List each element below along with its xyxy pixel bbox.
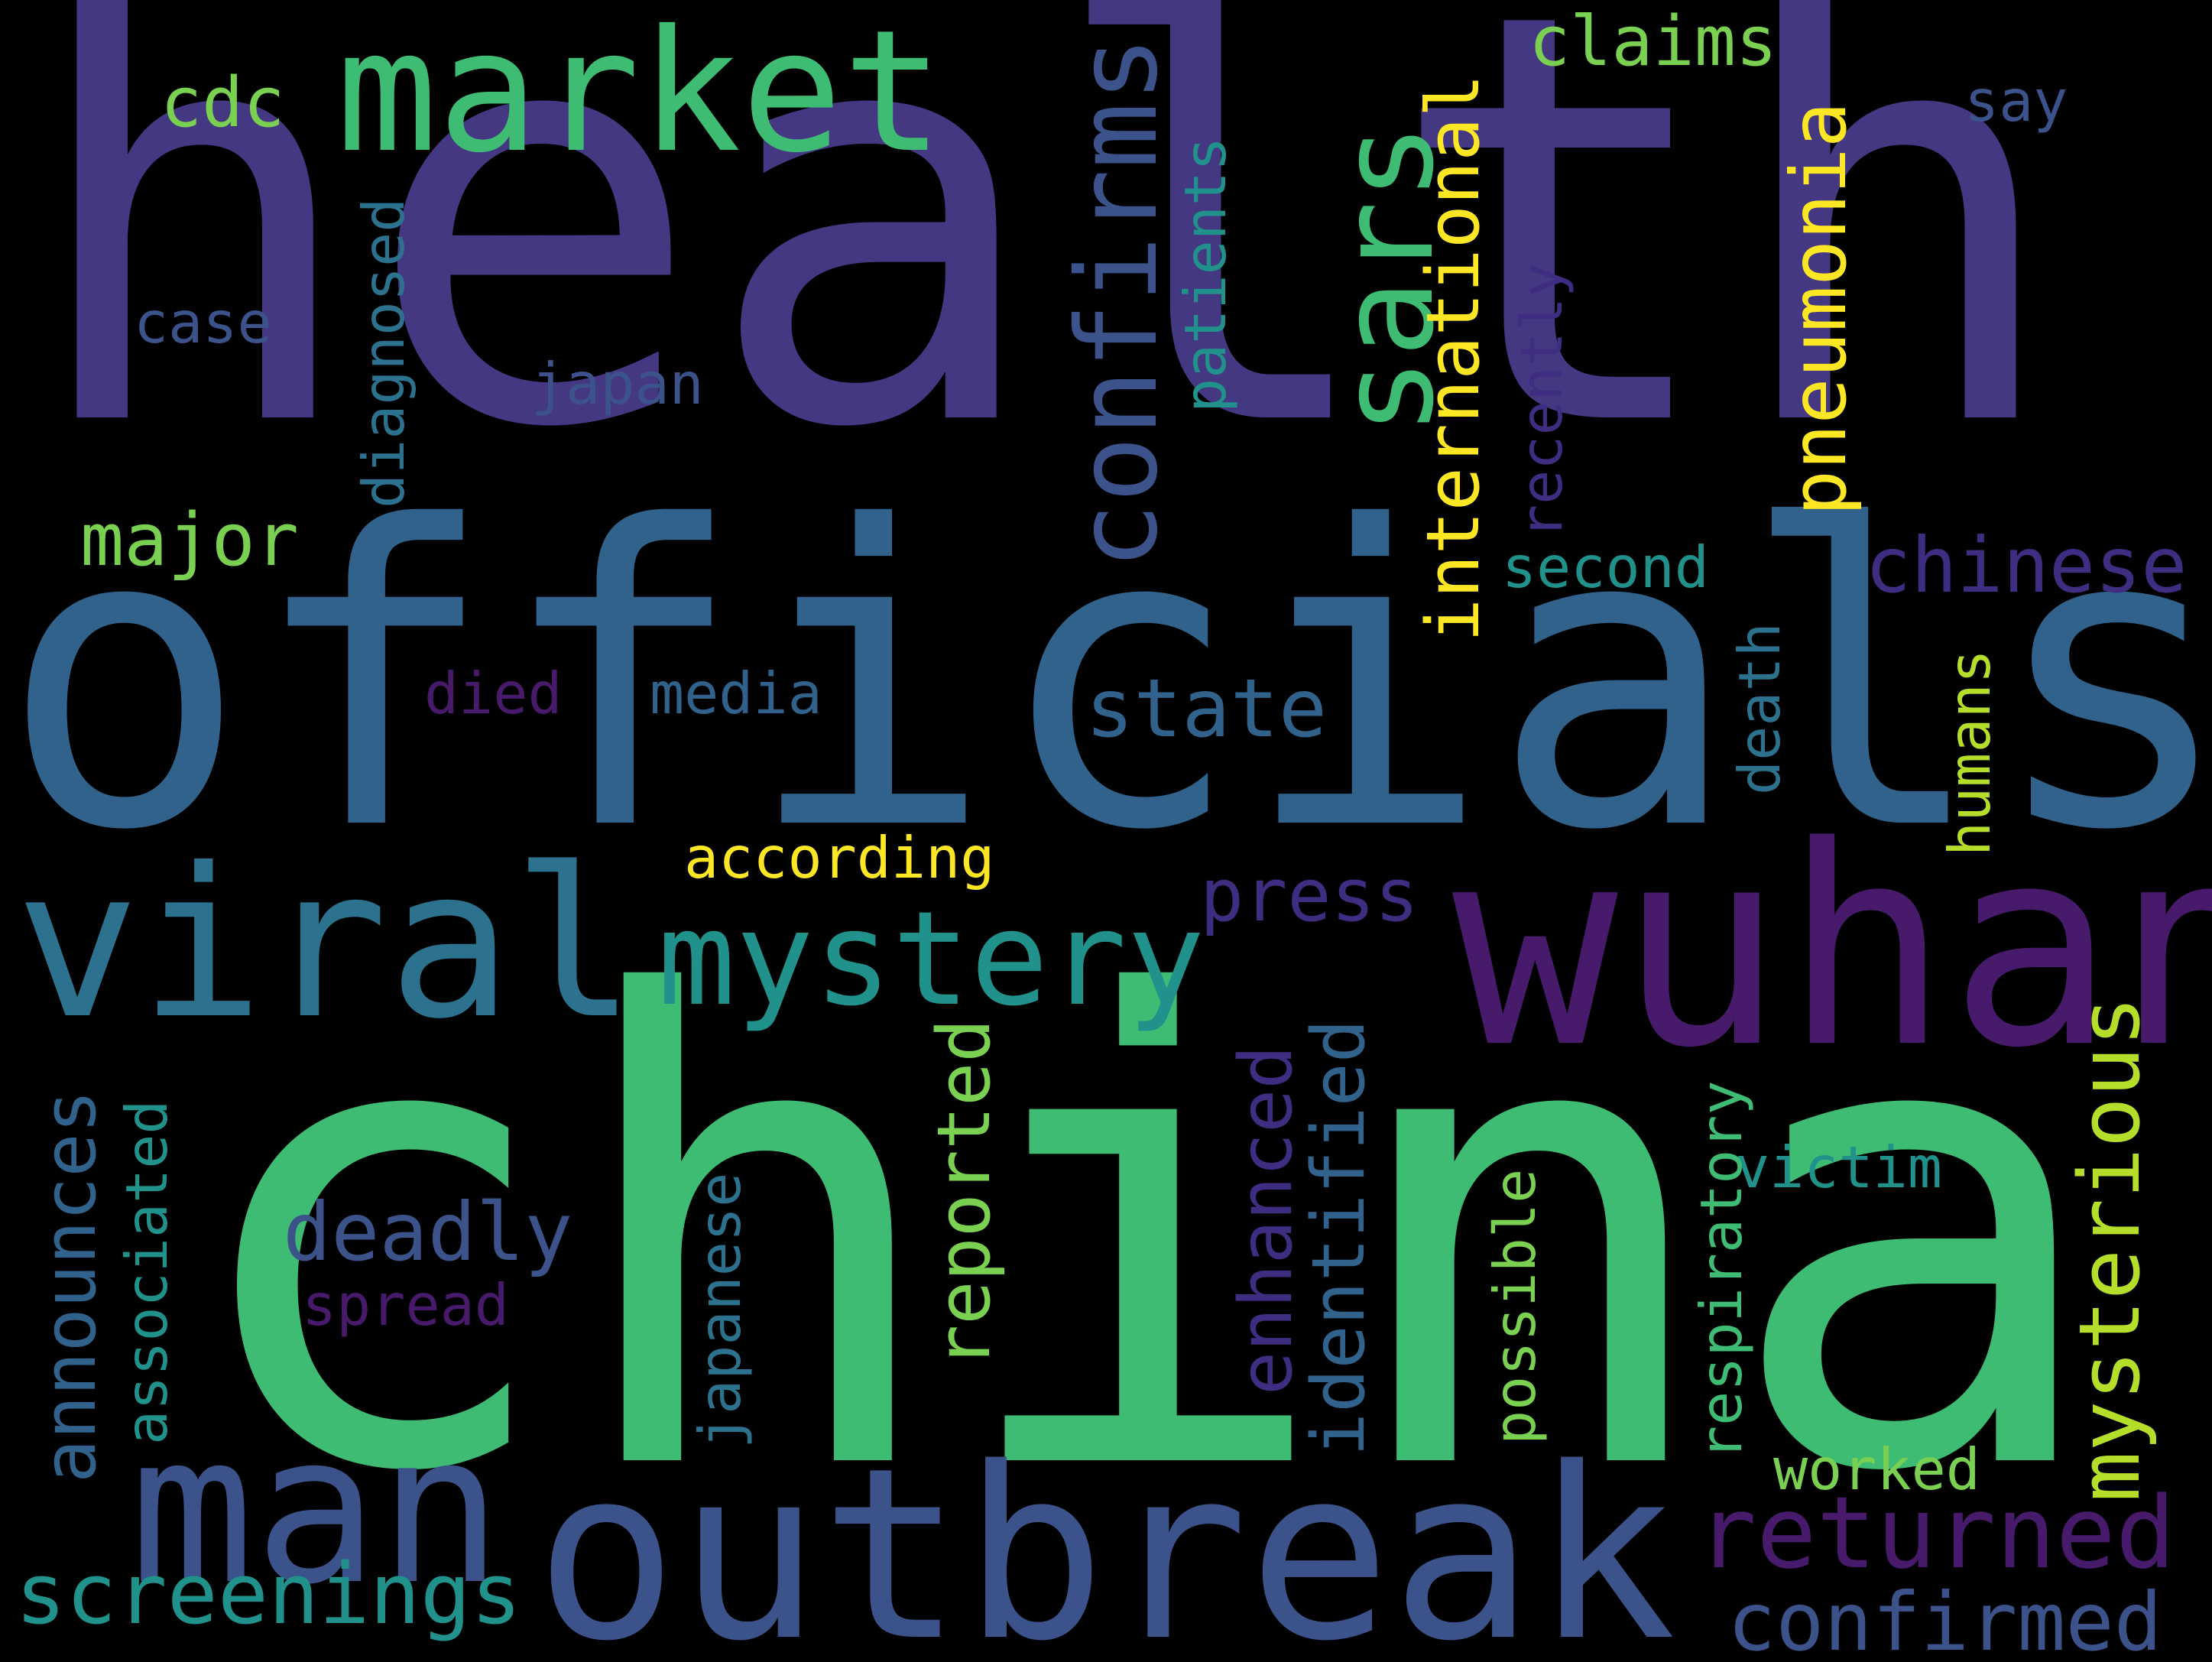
word-cdc: cdc bbox=[161, 63, 285, 143]
word-chinese: chinese bbox=[1865, 521, 2188, 610]
word-mysterious: mysterious bbox=[2061, 995, 2158, 1502]
word-man: man bbox=[130, 1389, 503, 1630]
word-identified: identified bbox=[1297, 1019, 1381, 1456]
word-announces: announces bbox=[28, 1089, 112, 1483]
word-spread: spread bbox=[302, 1271, 509, 1339]
word-possible: possible bbox=[1481, 1168, 1549, 1445]
word-press: press bbox=[1200, 854, 1419, 938]
word-reported: reported bbox=[923, 1018, 1007, 1368]
word-associated: associated bbox=[113, 1099, 180, 1445]
word-claims: claims bbox=[1529, 2, 1778, 82]
word-returned: returned bbox=[1697, 1475, 2176, 1591]
word-deadly: deadly bbox=[283, 1186, 573, 1279]
word-diagnosed: diagnosed bbox=[350, 197, 417, 508]
word-japan: japan bbox=[531, 350, 704, 417]
word-mystery: mystery bbox=[657, 884, 1205, 1035]
word-screenings: screenings bbox=[15, 1545, 522, 1643]
word-wuhan: wuhan bbox=[1452, 787, 2212, 1108]
word-second: second bbox=[1502, 534, 1709, 601]
word-media: media bbox=[650, 660, 822, 727]
word-confirmed: confirmed bbox=[1727, 1576, 2162, 1662]
word-japanese: japanese bbox=[686, 1172, 754, 1449]
word-enhanced: enhanced bbox=[1224, 1045, 1309, 1395]
word-china: china bbox=[176, 865, 2109, 1612]
word-market: market bbox=[336, 0, 944, 190]
word-viral: viral bbox=[15, 823, 637, 1064]
word-respiratory: respiratory bbox=[1688, 1080, 1755, 1460]
word-outbreak: outbreak bbox=[535, 1417, 1677, 1662]
word-according: according bbox=[684, 824, 995, 891]
word-humans: humans bbox=[1936, 649, 2003, 856]
word-worked: worked bbox=[1773, 1436, 1980, 1503]
word-patients: patients bbox=[1172, 136, 1239, 413]
word-say: say bbox=[1964, 67, 2068, 135]
word-health: health bbox=[23, 0, 2067, 551]
word-recently: recently bbox=[1508, 262, 1575, 539]
word-confirms: confirms bbox=[1053, 35, 1182, 570]
word-pneumonia: pneumonia bbox=[1774, 102, 1863, 516]
word-case: case bbox=[134, 289, 272, 356]
word-state: state bbox=[1085, 662, 1328, 755]
word-victim: victim bbox=[1735, 1134, 1942, 1201]
word-international: international bbox=[1412, 73, 1496, 642]
word-officials: officials bbox=[0, 440, 2212, 920]
word-death: death bbox=[1726, 622, 1793, 795]
word-died: died bbox=[424, 660, 563, 727]
word-major: major bbox=[80, 498, 299, 583]
